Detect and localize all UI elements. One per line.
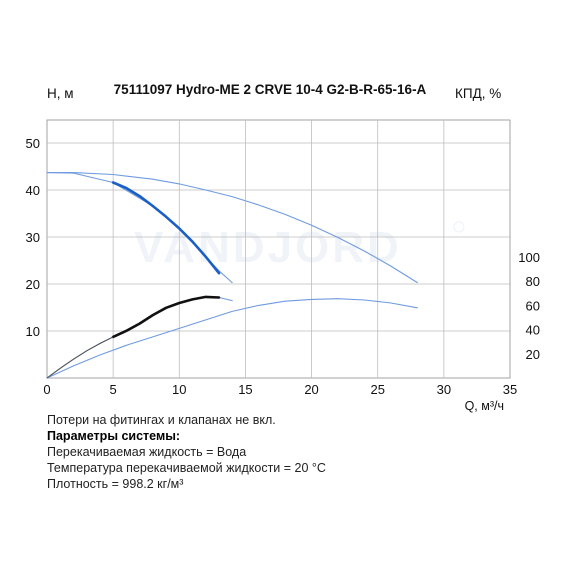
y-right-tick-label: 40 — [526, 323, 540, 338]
y-left-label: H, м — [47, 86, 74, 101]
x-axis-label: Q, м³/ч — [465, 399, 504, 413]
y-right-tick-label: 60 — [526, 298, 540, 313]
note-temperature: Температура перекачиваемой жидкости = 20… — [47, 461, 326, 475]
y-left-tick-label: 40 — [26, 183, 40, 198]
head-envelope-curve — [46, 172, 418, 284]
note-fluid: Перекачиваемая жидкость = Вода — [47, 445, 247, 459]
x-tick-label: 0 — [43, 382, 50, 397]
watermark-logo: VANDJORD — [134, 221, 465, 272]
y-right-label: КПД, % — [455, 86, 501, 101]
x-tick-label: 10 — [172, 382, 186, 397]
x-tick-label: 25 — [370, 382, 384, 397]
system-notes: Потери на фитингах и клапанах не вкл. Па… — [47, 412, 326, 492]
svg-text:VANDJORD: VANDJORD — [134, 223, 402, 272]
y-right-tick-label: 100 — [518, 250, 540, 265]
efficiency-operating-curve — [111, 295, 221, 339]
x-tick-label: 35 — [503, 382, 517, 397]
note-system-params-heading: Параметры системы: — [47, 429, 181, 443]
grid — [46, 119, 511, 379]
curves — [46, 172, 418, 379]
x-tick-label: 15 — [238, 382, 252, 397]
y-left-tick-label: 30 — [26, 230, 40, 245]
y-right-tick-label: 20 — [526, 347, 540, 362]
x-tick-label: 30 — [437, 382, 451, 397]
head-operating-curve — [111, 181, 221, 275]
y-left-tick-label: 10 — [26, 324, 40, 339]
axis-labels: 75111097 Hydro-ME 2 CRVE 10-4 G2-B-R-65-… — [26, 82, 540, 413]
note-losses: Потери на фитингах и клапанах не вкл. — [47, 413, 276, 427]
y-left-tick-label: 50 — [26, 136, 40, 151]
x-tick-label: 5 — [110, 382, 117, 397]
x-tick-label: 20 — [304, 382, 318, 397]
y-right-tick-label: 80 — [526, 274, 540, 289]
efficiency-envelope-curve — [46, 298, 418, 379]
y-left-tick-label: 20 — [26, 277, 40, 292]
note-density: Плотность = 998.2 кг/м³ — [47, 477, 184, 491]
chart-title: 75111097 Hydro-ME 2 CRVE 10-4 G2-B-R-65-… — [114, 82, 427, 97]
efficiency-low-flow-curve — [46, 336, 114, 379]
plot-frame — [46, 119, 511, 379]
